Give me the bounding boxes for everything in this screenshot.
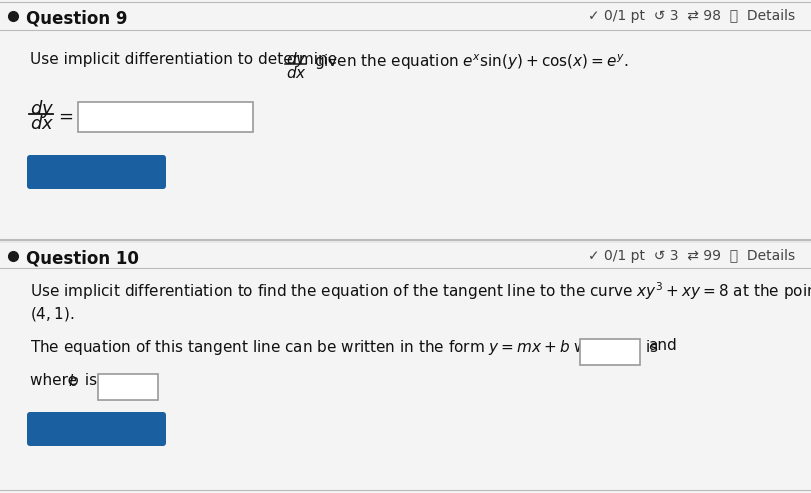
Text: and: and bbox=[647, 338, 676, 353]
Text: =: = bbox=[58, 108, 73, 126]
Text: The equation of this tangent line can be written in the form $y=mx+b$ where $m$ : The equation of this tangent line can be… bbox=[30, 338, 658, 357]
FancyBboxPatch shape bbox=[27, 155, 165, 189]
Text: Question 10: Question 10 bbox=[26, 249, 139, 267]
Text: $(4,1).$: $(4,1).$ bbox=[30, 305, 75, 323]
Bar bbox=[579, 339, 639, 365]
FancyBboxPatch shape bbox=[27, 412, 165, 446]
Text: ✓ 0/1 pt  ↺ 3  ⇄ 99  ⓘ  Details: ✓ 0/1 pt ↺ 3 ⇄ 99 ⓘ Details bbox=[587, 249, 794, 263]
Bar bbox=[0, 0, 811, 240]
Bar bbox=[78, 102, 253, 132]
Text: Use implicit differentiation to determine: Use implicit differentiation to determin… bbox=[30, 52, 337, 67]
Text: Use implicit differentiation to find the equation of the tangent line to the cur: Use implicit differentiation to find the… bbox=[30, 280, 811, 302]
Text: $dx$: $dx$ bbox=[30, 115, 54, 133]
Text: $dy$: $dy$ bbox=[285, 50, 307, 69]
Text: Submit Question: Submit Question bbox=[28, 423, 165, 437]
Text: Submit Question: Submit Question bbox=[28, 166, 165, 180]
Text: $b$: $b$ bbox=[68, 373, 79, 389]
Text: where: where bbox=[30, 373, 82, 388]
Text: ✓ 0/1 pt  ↺ 3  ⇄ 98  ⓘ  Details: ✓ 0/1 pt ↺ 3 ⇄ 98 ⓘ Details bbox=[587, 9, 794, 23]
Bar bbox=[0, 243, 811, 493]
Text: given the equation $e^{x}\sin(y)+\cos(x)=e^{y}$.: given the equation $e^{x}\sin(y)+\cos(x)… bbox=[314, 52, 628, 71]
Text: $dy$: $dy$ bbox=[30, 98, 54, 120]
Text: Question 9: Question 9 bbox=[26, 9, 127, 27]
Text: is: is bbox=[80, 373, 97, 388]
Text: $dx$: $dx$ bbox=[285, 65, 307, 81]
Bar bbox=[98, 374, 158, 400]
